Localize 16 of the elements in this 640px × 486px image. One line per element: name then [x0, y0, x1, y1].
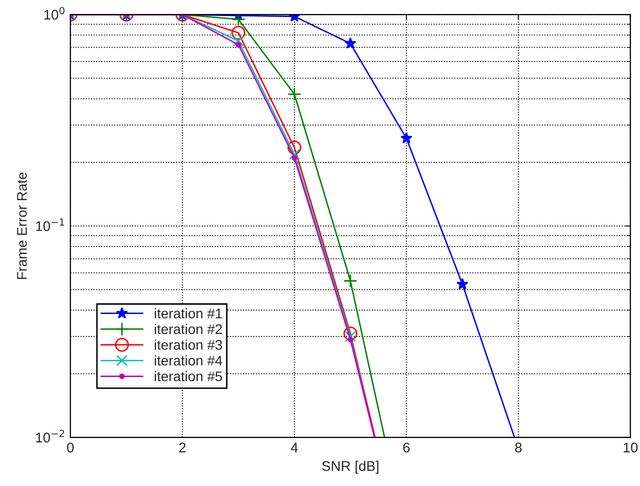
legend-label: iteration #1 — [154, 308, 222, 318]
y-tick-label: 10$^{−1}$ — [36, 218, 64, 232]
x-tick-label: 4 — [290, 442, 298, 452]
y-tick-label: 10$^{−2}$ — [36, 430, 64, 442]
legend-label: iteration #5 — [154, 371, 222, 382]
x-tick-label: 2 — [179, 442, 186, 452]
x-tick-label: 0 — [67, 442, 74, 452]
x-axis-title: SNR [dB] — [322, 460, 378, 474]
y-tick-label: 10$^{0}$ — [44, 6, 64, 20]
y-axis-title: Frame Error Rate — [17, 172, 27, 279]
legend-label: iteration #2 — [154, 324, 222, 334]
legend-label: iteration #4 — [154, 355, 222, 366]
x-tick-label: 8 — [515, 442, 522, 452]
x-tick-label: 6 — [403, 442, 410, 452]
x-tick-label: 10 — [624, 442, 638, 452]
legend-label: iteration #3 — [154, 340, 222, 350]
